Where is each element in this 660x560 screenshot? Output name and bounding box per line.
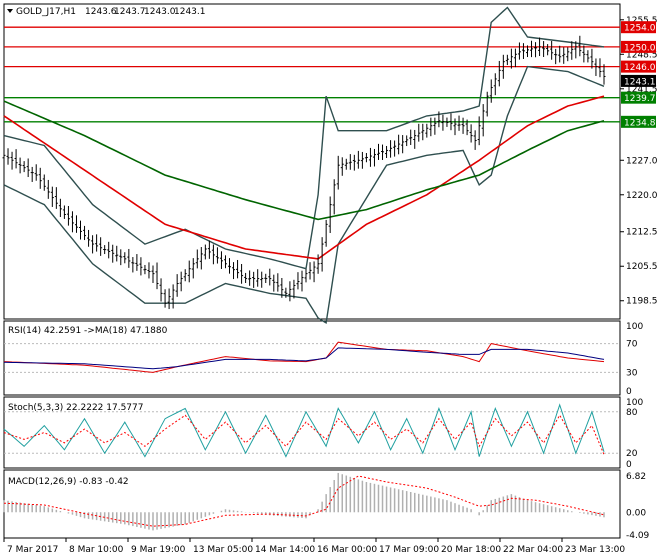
time-tick-label: 17 Mar 09:00 <box>379 545 439 555</box>
price-tick-label: 1241.5 <box>626 85 658 95</box>
rsi-line <box>3 341 605 373</box>
price-panel-frame <box>3 3 621 320</box>
current-price-tag <box>621 74 656 87</box>
bollinger-lower-line <box>3 65 605 325</box>
ma-red-line <box>3 95 605 260</box>
price-tick-label: 1255.5 <box>626 16 658 26</box>
rsi-tick-label: 0 <box>626 387 632 397</box>
stoch-d-line <box>3 414 605 455</box>
macd-panel-frame <box>3 469 621 539</box>
time-tick-label: 13 Mar 05:00 <box>193 545 253 555</box>
ma-green-line <box>3 100 605 221</box>
level-tag-label: 1250.0 <box>624 43 656 53</box>
stoch-tick-label: 100 <box>626 398 643 408</box>
level-tag-3 <box>621 91 656 104</box>
collapse-triangle-icon[interactable] <box>7 9 13 13</box>
rsi-tick-label: 30 <box>626 368 638 378</box>
rsi-ma-line <box>3 347 605 370</box>
time-tick-label: 16 Mar 00:00 <box>317 545 377 555</box>
time-tick-label: 8 Mar 10:00 <box>69 545 124 555</box>
price-tick-label: 1198.5 <box>626 297 658 307</box>
price-tick-label: 1212.5 <box>626 228 658 238</box>
symbol-label: GOLD_J17,H1 <box>16 7 76 17</box>
macd-title: MACD(12,26,9) -0.83 -0.42 <box>8 477 129 487</box>
rsi-tick-label: 100 <box>626 322 643 332</box>
ohlc-high: 1243.7 <box>114 7 146 17</box>
ohlc-close: 1243.1 <box>174 7 206 17</box>
ohlc-open: 1243.6 <box>85 7 117 17</box>
time-tick-label: 7 Mar 2017 <box>7 545 58 555</box>
axes: 1255.5 1248.5 1241.5 1227.0 1220.0 1212.5 1205… <box>3 16 658 555</box>
macd-tick-label: 0.00 <box>626 508 646 518</box>
time-tick-label: 14 Mar 14:00 <box>255 545 315 555</box>
time-tick-label: 23 Mar 13:00 <box>565 545 625 555</box>
macd-plot <box>3 472 605 531</box>
time-tick-label: 22 Mar 04:00 <box>503 545 563 555</box>
time-tick-label: 20 Mar 18:00 <box>441 545 501 555</box>
level-tag-label: 1246.0 <box>624 63 656 73</box>
stoch-tick-label: 0 <box>626 460 632 470</box>
price-tick-label: 1220.0 <box>626 191 658 201</box>
macd-tick-label: -4.09 <box>626 531 650 541</box>
level-tag-label: 1234.8 <box>624 118 656 128</box>
current-price-label: 1243.1 <box>624 77 656 87</box>
rsi-plot <box>3 341 620 373</box>
level-tag-label: 1254.0 <box>624 24 656 34</box>
stoch-k-line <box>3 403 605 458</box>
level-tag-2 <box>621 60 656 73</box>
level-tag-4 <box>621 115 656 128</box>
stoch-plot <box>3 403 620 458</box>
level-tag-label: 1239.7 <box>624 94 656 104</box>
ohlc-low: 1243.0 <box>144 7 176 17</box>
price-plot <box>2 6 620 325</box>
price-tick-label: 1227.0 <box>626 156 658 166</box>
stoch-title: Stoch(5,3,3) 22.2222 17.5777 <box>8 403 143 413</box>
stoch-tick-label: 80 <box>626 408 638 418</box>
stoch-tick-label: 20 <box>626 449 638 459</box>
time-tick-label: 9 Mar 19:00 <box>131 545 186 555</box>
rsi-panel-frame <box>3 320 621 396</box>
bollinger-upper-line <box>3 6 605 270</box>
chart-header: GOLD_J17,H1 1243.6 1243.7 1243.0 1243.1 <box>7 7 206 17</box>
price-tick-label: 1248.5 <box>626 50 658 60</box>
rsi-title: RSI(14) 42.2591 ->MA(18) 47.1880 <box>8 326 168 336</box>
macd-signal-line <box>3 475 605 527</box>
macd-tick-label: 6.82 <box>626 472 646 482</box>
price-tick-label: 1205.5 <box>626 262 658 272</box>
level-tag-0 <box>621 21 656 34</box>
level-tag-1 <box>621 40 656 53</box>
rsi-tick-label: 70 <box>626 340 638 350</box>
